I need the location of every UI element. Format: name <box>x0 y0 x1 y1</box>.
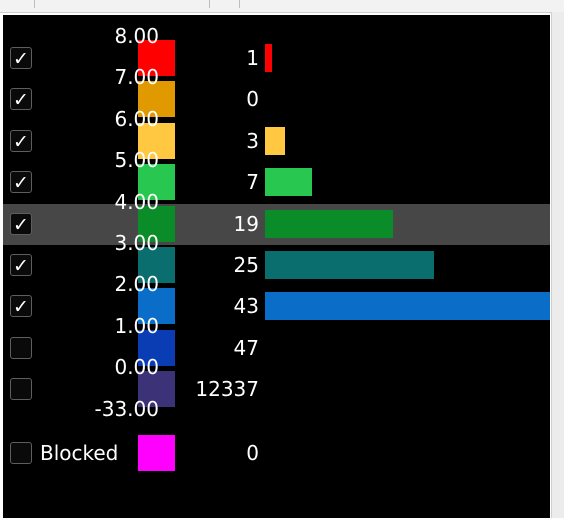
row-checkbox[interactable] <box>10 336 32 359</box>
bin-count: 7 <box>246 170 259 195</box>
tick-label: 2.00 <box>114 272 159 297</box>
bin-count: 3 <box>246 128 259 153</box>
tick-label: 3.00 <box>114 231 159 255</box>
color-swatch[interactable] <box>138 164 175 201</box>
tick-label: -33.00 <box>94 396 159 421</box>
tick-label: 7.00 <box>114 65 159 90</box>
count-bar <box>265 251 434 279</box>
tick-label: 1.00 <box>114 313 159 338</box>
row-checkbox[interactable]: ✓ <box>10 212 32 236</box>
color-swatch[interactable] <box>138 288 175 325</box>
blocked-color-swatch[interactable] <box>138 434 175 471</box>
color-swatch[interactable] <box>138 371 175 408</box>
tick-label: 5.00 <box>114 148 159 173</box>
top-strip-segment <box>0 0 35 8</box>
histogram-row[interactable]: ✓ 19 <box>3 203 550 245</box>
histogram-row[interactable]: ✓ 1 <box>3 38 550 79</box>
bin-count: 0 <box>246 87 259 112</box>
row-checkbox[interactable]: ✓ <box>10 47 32 70</box>
count-bar <box>265 209 393 238</box>
top-strip-segment <box>34 0 210 8</box>
blocked-label: Blocked <box>40 440 119 465</box>
bin-count: 19 <box>233 211 259 236</box>
bin-count: 12337 <box>195 377 259 402</box>
top-strip-segment <box>209 0 240 8</box>
color-swatch[interactable] <box>138 40 175 76</box>
top-strip <box>0 0 564 13</box>
count-bar <box>265 44 272 72</box>
color-swatch[interactable] <box>138 122 175 159</box>
bin-count: 47 <box>233 335 259 360</box>
count-bar <box>265 168 312 197</box>
row-checkbox[interactable]: ✓ <box>10 129 32 153</box>
color-swatch[interactable] <box>138 205 175 242</box>
bin-count: 43 <box>233 294 259 319</box>
color-swatch[interactable] <box>138 81 175 118</box>
bin-count: 25 <box>233 253 259 277</box>
row-checkbox[interactable]: ✓ <box>10 88 32 111</box>
tick-label: 4.00 <box>114 189 159 214</box>
count-bar <box>265 292 550 321</box>
row-checkbox[interactable] <box>10 378 32 401</box>
row-checkbox[interactable]: ✓ <box>10 295 32 318</box>
color-swatch[interactable] <box>138 329 175 366</box>
histogram-row[interactable]: ✓ 3 <box>3 121 550 162</box>
count-bar <box>265 126 285 155</box>
tick-label: 6.00 <box>114 106 159 131</box>
tick-label: 0.00 <box>114 355 159 380</box>
color-swatch[interactable] <box>138 247 175 283</box>
histogram-row[interactable]: ✓ 0 <box>3 79 550 120</box>
blocked-count: 0 <box>246 440 259 465</box>
histogram-row[interactable]: 47 <box>3 328 550 369</box>
row-checkbox[interactable]: ✓ <box>10 254 32 277</box>
histogram-row[interactable]: ✓ 25 <box>3 245 550 286</box>
histogram-row[interactable]: ✓ 7 <box>3 162 550 203</box>
histogram-row[interactable]: ✓ 43 <box>3 286 550 327</box>
blocked-row[interactable]: Blocked 0 <box>3 433 550 474</box>
bin-count: 1 <box>246 46 259 70</box>
histogram-row[interactable]: 12337 <box>3 369 550 410</box>
histogram-panel: ✓ 1 ✓ 0 ✓ 3 ✓ 7 ✓ 19 ✓ 25 ✓ 43 47 12337 8.00 7.00 6.00 5.00… <box>3 15 550 518</box>
tick-label: 8.00 <box>114 24 159 48</box>
vertical-scrollbar[interactable] <box>551 12 564 518</box>
row-checkbox[interactable]: ✓ <box>10 171 32 194</box>
blocked-checkbox[interactable] <box>10 441 32 464</box>
